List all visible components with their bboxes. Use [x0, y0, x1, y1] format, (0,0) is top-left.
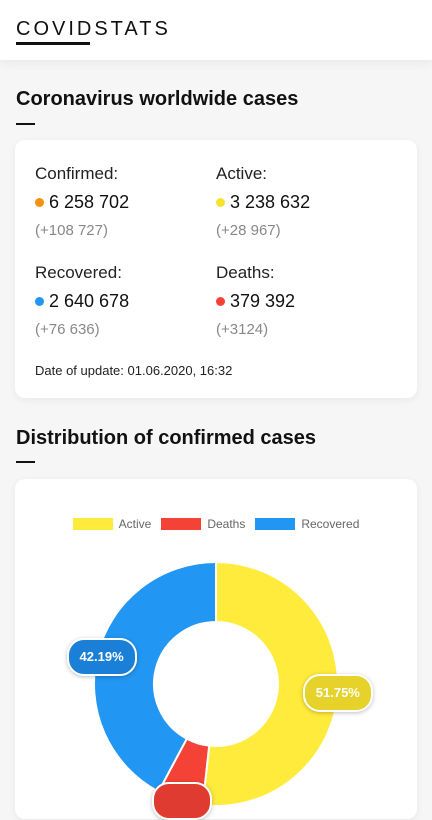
stat-confirmed: Confirmed: 6 258 702 (+108 727) — [35, 164, 129, 239]
legend-label-recovered: Recovered — [301, 517, 360, 531]
deaths-label: Deaths: — [216, 263, 275, 282]
donut-slice-recovered[interactable] — [93, 560, 217, 793]
donut-label-recovered: 42.19% — [66, 637, 137, 676]
worldwide-stats-card: Confirmed: 6 258 702 (+108 727) Active: … — [15, 140, 417, 398]
active-value: 3 238 632 — [230, 192, 311, 212]
confirmed-delta: (+108 727) — [35, 222, 108, 239]
worldwide-title-bar — [16, 123, 35, 125]
recovered-label: Recovered: — [35, 263, 122, 282]
brand-logo[interactable]: COVIDSTATS — [16, 18, 171, 45]
recovered-delta: (+76 636) — [35, 321, 100, 338]
distribution-title: Distribution of confirmed cases — [16, 427, 317, 449]
brand-main: COVID — [16, 18, 95, 40]
legend-item-recovered[interactable]: Recovered — [255, 517, 359, 531]
stat-active: Active: 3 238 632 (+28 967) — [216, 164, 310, 239]
active-dot — [216, 198, 225, 207]
confirmed-value: 6 258 702 — [49, 192, 130, 212]
date-of-update: Date of update: 01.06.2020, 16:32 — [35, 363, 233, 378]
worldwide-title: Coronavirus worldwide cases — [16, 88, 299, 110]
deaths-value: 379 392 — [230, 291, 296, 311]
stat-recovered: Recovered: 2 640 678 (+76 636) — [35, 263, 129, 338]
distribution-chart-card: Active Deaths Recovered 51.75% 42.19% — [15, 479, 417, 820]
legend-swatch-deaths — [161, 518, 202, 530]
legend-swatch-recovered — [255, 518, 296, 530]
legend-item-deaths[interactable]: Deaths — [161, 517, 245, 531]
chart-legend: Active Deaths Recovered — [15, 517, 417, 531]
legend-item-active[interactable]: Active — [72, 517, 152, 531]
confirmed-dot — [35, 198, 44, 207]
recovered-value: 2 640 678 — [49, 291, 130, 311]
donut-label-active: 51.75% — [302, 673, 373, 712]
brand-rest: STATS — [94, 18, 171, 40]
legend-label-deaths: Deaths — [207, 517, 246, 531]
confirmed-label: Confirmed: — [35, 164, 119, 183]
distribution-title-bar — [16, 461, 35, 463]
logo-underline — [16, 42, 90, 45]
recovered-dot — [35, 297, 44, 306]
deaths-dot — [216, 297, 225, 306]
app-header: COVIDSTATS — [0, 0, 432, 60]
legend-swatch-active — [72, 518, 113, 530]
stat-deaths: Deaths: 379 392 (+3124) — [216, 263, 295, 338]
donut-label-deaths — [152, 781, 213, 820]
legend-label-active: Active — [118, 517, 152, 531]
active-label: Active: — [216, 164, 268, 183]
active-delta: (+28 967) — [216, 222, 281, 239]
deaths-delta: (+3124) — [216, 321, 269, 338]
